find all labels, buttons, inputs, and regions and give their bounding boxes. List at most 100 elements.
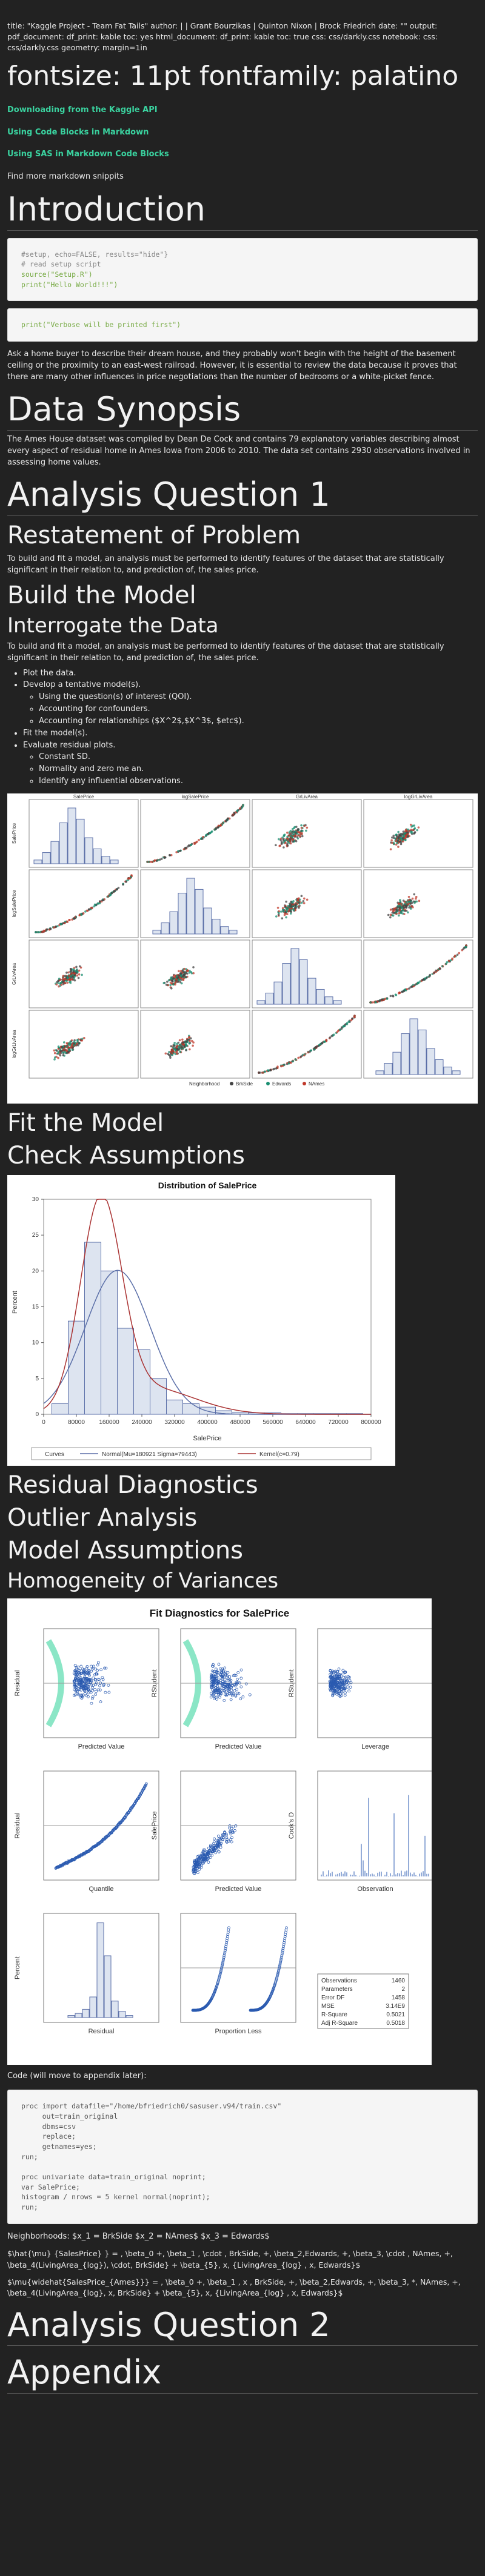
scatter-point (298, 831, 301, 833)
diag-point (216, 1674, 220, 1677)
diag-point (337, 1667, 341, 1671)
histogram-bar (409, 1018, 418, 1075)
scatter-point (283, 913, 286, 916)
histogram-bar (212, 918, 221, 935)
scatter-point (279, 910, 283, 913)
diag-point (329, 1689, 332, 1692)
diag-point (349, 1681, 353, 1684)
diag-point (219, 1843, 222, 1847)
diag-point (215, 1679, 218, 1683)
link-sas-code-blocks[interactable]: Using SAS in Markdown Code Blocks (7, 150, 169, 159)
scatter-point (56, 981, 58, 984)
link-code-blocks[interactable]: Using Code Blocks in Markdown (7, 127, 149, 137)
diag-point (193, 1859, 196, 1862)
diag-point (225, 1941, 229, 1945)
diag-point (276, 1971, 280, 1975)
diag-point (229, 1682, 233, 1686)
scatter-point (71, 1048, 74, 1051)
scatter-point (65, 979, 68, 982)
scatter-point (453, 955, 457, 957)
scatter-point (396, 906, 399, 909)
histogram-bar (93, 848, 102, 864)
diag-point (77, 1669, 81, 1672)
residual-hist-bar (75, 2013, 82, 2018)
histogram-bar (101, 1270, 118, 1415)
stat-value: 0.5018 (386, 2020, 405, 2027)
scatter-point (346, 1023, 349, 1025)
diag-point (225, 1939, 229, 1942)
scatter-point (283, 841, 285, 844)
scatter-point (296, 899, 299, 901)
scatter-point (176, 1047, 179, 1050)
scatter-point (292, 909, 295, 912)
scatter-point (396, 841, 398, 844)
diag-point (335, 1684, 339, 1687)
histogram-bar (333, 1000, 342, 1005)
scatter-point (182, 978, 184, 981)
diag-point (222, 1956, 226, 1959)
diag-point (235, 1687, 239, 1691)
x-tick-label: 800000 (361, 1419, 381, 1426)
diag-point (212, 1663, 215, 1666)
scatter-point (69, 979, 72, 981)
scatter-point (386, 998, 389, 1000)
scatter-point (177, 850, 179, 852)
scatter-point (400, 912, 403, 915)
scatter-point (61, 1051, 64, 1054)
scatter-point (302, 899, 305, 902)
scatter-point (296, 902, 299, 905)
scatter-point (306, 826, 309, 829)
scatter-point (286, 906, 288, 909)
scatter-point (408, 904, 411, 907)
diag-point (341, 1685, 344, 1689)
diag-point (77, 1687, 81, 1691)
diag-point (95, 1681, 98, 1685)
scatter-point (192, 972, 195, 975)
diag-point (218, 1976, 221, 1979)
diag-point (96, 1678, 100, 1681)
scatter-point (325, 1039, 328, 1042)
histogram-bar (150, 1378, 167, 1415)
scatter-point (389, 848, 392, 850)
histogram-bar (316, 988, 325, 1005)
diag-point (346, 1679, 349, 1683)
heading-restatement: Restatement of Problem (7, 521, 301, 549)
diag-point (79, 1683, 82, 1686)
diag-point (220, 1967, 223, 1970)
diag-point (202, 1849, 206, 1852)
link-kaggle-api[interactable]: Downloading from the Kaggle API (7, 105, 158, 114)
scatter-point (406, 829, 408, 832)
histogram-bar (324, 996, 333, 1005)
diag-point (214, 1667, 218, 1671)
diag-point (329, 1676, 333, 1680)
list-item: Constant SD. (39, 752, 478, 763)
scatter-point (201, 838, 204, 840)
diag-point (75, 1689, 78, 1692)
diag-point (278, 1964, 281, 1967)
scatter-point (72, 1044, 75, 1047)
scatter-point (117, 887, 120, 889)
diag-point (219, 1692, 223, 1695)
scatter-point (183, 967, 186, 970)
histogram-bar (84, 837, 93, 864)
list-item: Evaluate residual plots. Constant SD. No… (23, 740, 478, 787)
diag-point (73, 1678, 77, 1681)
scatter-point (72, 972, 75, 975)
scatter-point (171, 976, 174, 979)
scatter-point (395, 839, 398, 843)
x-tick-label: 720000 (328, 1419, 349, 1426)
histogram-bar (375, 1070, 384, 1075)
scatter-point (61, 1045, 64, 1048)
list-item: Fit the model(s). (23, 728, 478, 740)
x-tick-label: 80000 (68, 1419, 85, 1426)
scatter-point (176, 1042, 178, 1045)
diag-point (86, 1695, 90, 1698)
diag-point (222, 1954, 226, 1958)
x-tick-label: 480000 (230, 1419, 250, 1426)
y-tick-label: 0 (35, 1411, 39, 1418)
diag-point (281, 1950, 284, 1954)
diag-point (216, 1687, 220, 1691)
scatter-point (409, 902, 412, 905)
diag-point (202, 1862, 205, 1865)
diag-point (83, 1672, 86, 1675)
